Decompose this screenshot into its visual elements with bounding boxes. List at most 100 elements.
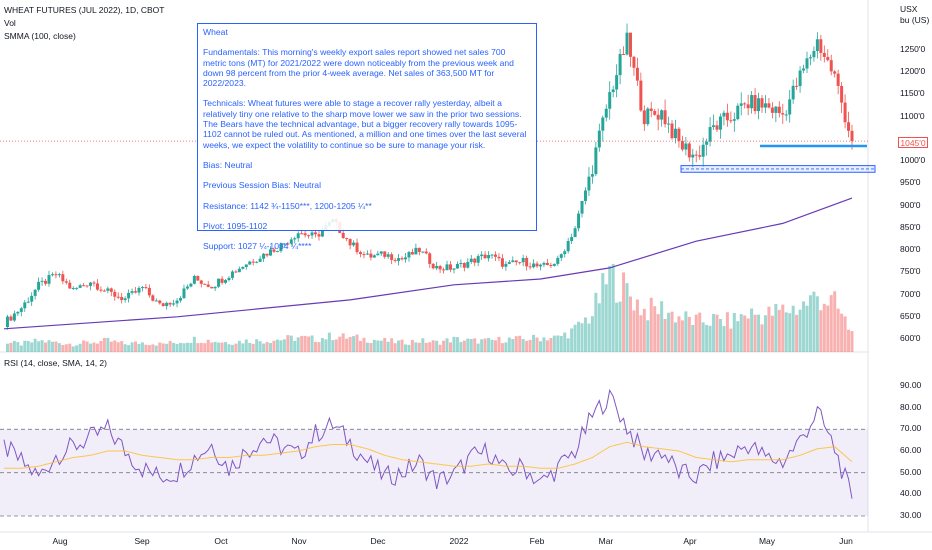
rsi-tick-label: 60.00: [900, 445, 922, 455]
volume-bar: [334, 339, 338, 352]
volume-bar: [9, 342, 13, 352]
candle-body: [33, 289, 37, 296]
candle-body: [559, 254, 563, 258]
volume-bar: [158, 342, 162, 352]
volume-bar: [44, 342, 48, 352]
volume-bar: [116, 342, 120, 352]
candle-body: [154, 300, 158, 302]
candle-body: [459, 262, 463, 265]
candle-body: [698, 155, 702, 157]
candle-body: [518, 262, 522, 264]
volume-bar: [37, 341, 41, 352]
volume-bar: [47, 340, 51, 352]
volume-bar: [130, 342, 134, 352]
candle-body: [642, 110, 646, 125]
volume-bar: [355, 334, 359, 352]
candle-body: [251, 261, 255, 263]
candle-body: [708, 127, 712, 142]
candle-body: [445, 264, 449, 271]
volume-bar: [102, 337, 106, 352]
candle-body: [781, 113, 785, 115]
volume-bar: [383, 338, 387, 352]
candle-body: [296, 233, 300, 239]
candle-body: [192, 275, 196, 284]
candle-body: [179, 298, 183, 301]
candle-body: [580, 200, 584, 214]
candle-body: [566, 241, 570, 252]
time-axis-label: Sep: [134, 536, 150, 546]
candle-body: [26, 301, 30, 303]
note-support: Support: 1027 ¼-1034 ¼****: [203, 241, 312, 252]
candle-body: [78, 285, 82, 288]
candle-body: [493, 254, 497, 257]
candle-body: [165, 302, 169, 307]
candle-body: [784, 114, 788, 116]
candle-body: [161, 303, 165, 307]
volume-bar: [172, 342, 176, 352]
candle-body: [677, 128, 681, 142]
candle-body: [829, 60, 833, 72]
volume-bar: [552, 335, 556, 352]
candle-body: [840, 85, 844, 103]
volume-bar: [400, 339, 404, 352]
volume-bar: [822, 303, 826, 352]
volume-bar: [179, 342, 183, 352]
candle-body: [767, 103, 771, 108]
candle-body: [483, 254, 487, 259]
candle-body: [632, 56, 636, 68]
volume-bar: [725, 312, 729, 352]
volume-bar: [30, 342, 34, 352]
volume-bar: [563, 332, 567, 352]
volume-bar: [625, 283, 629, 352]
candle-body: [639, 80, 643, 111]
candle-body: [670, 123, 674, 139]
volume-bar: [538, 341, 542, 352]
note-technicals: Technicals: Wheat futures were able to s…: [203, 98, 529, 150]
candle-body: [116, 296, 120, 298]
volume-bar: [490, 339, 494, 352]
candle-body: [372, 255, 376, 258]
volume-bar: [767, 306, 771, 352]
note-bias: Bias: Neutral: [203, 159, 253, 170]
volume-bar: [493, 340, 497, 352]
candle-body: [511, 260, 515, 263]
price-tick-label: 1200'0: [900, 66, 926, 77]
candle-body: [269, 249, 273, 256]
volume-bar: [480, 339, 484, 352]
volume-bar: [258, 341, 262, 352]
candle-body: [763, 103, 767, 108]
smma-legend: SMMA (100, close): [4, 31, 76, 41]
candle-body: [404, 257, 408, 260]
candle-body: [653, 110, 657, 115]
volume-bar: [369, 343, 373, 352]
volume-bar: [296, 337, 300, 352]
candle-body: [151, 295, 155, 301]
volume-bar: [397, 340, 401, 352]
volume-bar: [570, 328, 574, 352]
volume-bar: [507, 337, 511, 352]
candle-body: [234, 271, 238, 273]
candle-body: [431, 263, 435, 269]
smma-line: [3, 197, 853, 330]
candle-body: [217, 278, 221, 287]
volume-bar: [545, 340, 549, 352]
candle-body: [289, 239, 293, 244]
candle-body: [805, 58, 809, 69]
volume-bar: [78, 343, 82, 352]
candle-body: [514, 260, 518, 263]
volume-bar: [217, 342, 221, 352]
volume-bar: [92, 342, 96, 352]
note-pivot: Pivot: 1095-1102: [203, 220, 268, 231]
candle-body: [286, 243, 290, 245]
volume-bar: [147, 345, 151, 352]
volume-bar: [199, 342, 203, 352]
volume-bar: [82, 340, 86, 352]
volume-bar: [698, 312, 702, 352]
candle-body: [836, 73, 840, 86]
time-axis-label: 2022: [449, 536, 469, 546]
volume-bar: [615, 302, 619, 352]
volume-bar: [16, 342, 20, 352]
candle-body: [625, 32, 629, 55]
candle-body: [826, 56, 830, 61]
